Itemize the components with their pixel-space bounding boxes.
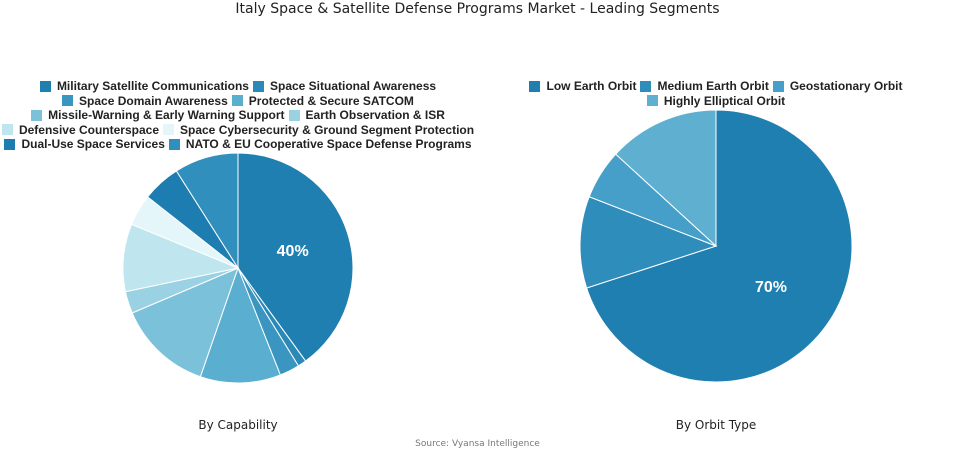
legend-label: Space Situational Awareness <box>269 79 437 93</box>
source-note: Source: Vyansa Intelligence <box>415 439 540 449</box>
capability-legend: Military Satellite Communications Space S… <box>0 79 476 152</box>
legend-item: Geostationary Orbit <box>772 79 903 94</box>
legend-item: Earth Observation & ISR <box>288 108 445 123</box>
legend-label: Earth Observation & ISR <box>305 108 445 122</box>
legend-item: Medium Earth Orbit <box>640 79 769 94</box>
orbit-legend: Low Earth Orbit Medium Earth Orbit Geostat… <box>500 79 932 108</box>
legend-label: Protected & Secure SATCOM <box>248 93 414 108</box>
legend-swatch <box>288 109 300 121</box>
legend-item: NATO & EU Cooperative Space Defense Prog… <box>168 137 472 152</box>
legend-swatch <box>529 80 541 92</box>
capability-subtitle: By Capability <box>198 418 278 432</box>
capability-slice-9 <box>175 152 239 270</box>
legend-item: Protected & Secure SATCOM <box>231 93 414 109</box>
capability-slice-0 <box>237 152 354 362</box>
orbit-data-label-0: 70% <box>755 279 787 296</box>
legend-item: Highly Elliptical Orbit <box>646 93 786 109</box>
legend-swatch <box>231 95 243 107</box>
orbit-slice-1 <box>579 196 718 289</box>
capability-slice-3 <box>199 266 281 384</box>
legend-swatch <box>252 80 264 92</box>
legend-swatch <box>646 95 658 107</box>
legend-swatch <box>168 138 180 150</box>
legend-label: Highly Elliptical Orbit <box>663 93 786 108</box>
legend-item: Defensive Counterspace <box>1 122 159 138</box>
legend-label: NATO & EU Cooperative Space Defense Prog… <box>185 137 472 151</box>
legend-swatch <box>62 95 74 107</box>
legend-swatch <box>163 124 174 136</box>
legend-swatch <box>1 124 13 136</box>
legend-label: Missile-Warning & Early Warning Support <box>48 108 285 122</box>
legend-swatch <box>4 138 16 150</box>
legend-label: Medium Earth Orbit <box>657 79 769 93</box>
legend-label: Defensive Counterspace <box>18 122 159 137</box>
legend-item: Missile-Warning & Early Warning Support <box>31 108 285 123</box>
legend-item: Low Earth Orbit <box>529 79 636 94</box>
orbit-slice-0 <box>586 109 853 383</box>
orbit-subtitle: By Orbit Type <box>675 418 757 432</box>
chart-title: Italy Space & Satellite Defense Programs… <box>235 1 720 17</box>
legend-label: Low Earth Orbit <box>546 79 637 93</box>
legend-swatch <box>640 80 652 92</box>
legend-item: Space Situational Awareness <box>252 79 437 94</box>
legend-swatch <box>772 80 784 92</box>
capability-slice-4 <box>131 267 239 378</box>
legend-swatch <box>31 109 43 121</box>
legend-item: Military Satellite Communications <box>39 79 249 94</box>
legend-label: Dual-Use Space Services <box>21 137 165 151</box>
legend-label: Military Satellite Communications <box>56 79 249 93</box>
legend-item: Dual-Use Space Services <box>4 137 165 152</box>
legend-item: Space Domain Awareness <box>62 94 228 109</box>
orbit-slice-3 <box>614 109 717 248</box>
legend-item: Space Cybersecurity & Ground Segment Pro… <box>163 123 474 138</box>
legend-swatch <box>39 80 51 92</box>
legend-label: Geostationary Orbit <box>789 79 903 93</box>
capability-data-label-0: 40% <box>277 243 309 260</box>
legend-label: Space Cybersecurity & Ground Segment Pro… <box>180 122 475 137</box>
legend-label: Space Domain Awareness <box>79 93 228 108</box>
